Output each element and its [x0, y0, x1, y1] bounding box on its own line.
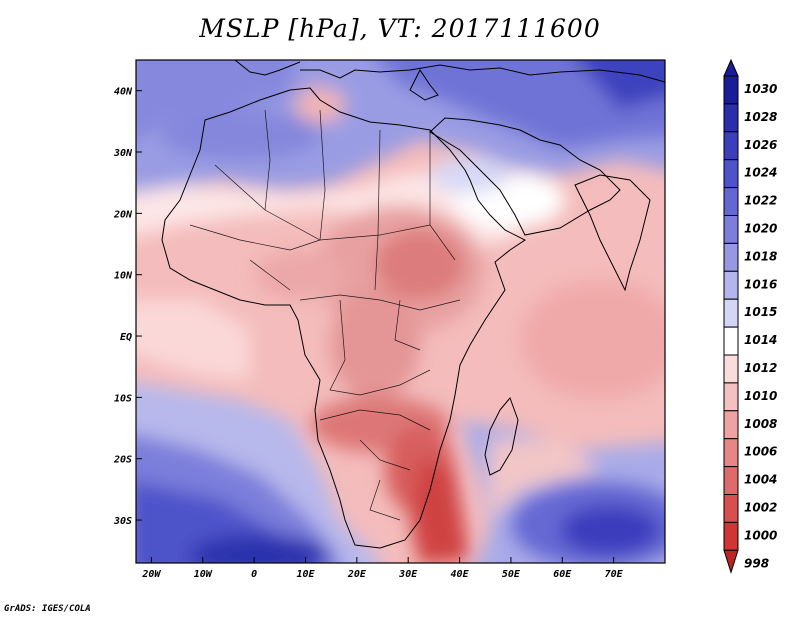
- colorbar-swatch: [723, 242, 739, 272]
- colorbar-label: 1018: [744, 249, 777, 263]
- colorbar-swatch: [723, 75, 739, 105]
- y-tick-label: 10N: [114, 271, 133, 282]
- colorbar-top-arrow: [723, 58, 739, 77]
- colorbar-swatch: [723, 326, 739, 356]
- colorbar-label: 1028: [744, 110, 777, 124]
- colorbar-swatch: [723, 103, 739, 133]
- colorbar-swatch: [723, 298, 739, 328]
- map-frame: [135, 59, 666, 564]
- y-tick-label: 30N: [113, 148, 133, 159]
- borders: [189, 109, 461, 521]
- colorbar-label: 1006: [744, 445, 777, 459]
- colorbar-swatch: [723, 215, 739, 244]
- x-tick-label: 30E: [398, 569, 418, 580]
- x-axis: 20W 10W 0 10E 20E 30E 40E 50E 60E 70E: [141, 557, 624, 580]
- colorbar-swatch: [723, 131, 739, 161]
- x-tick-label: 20E: [347, 569, 367, 580]
- colorbar-label: 998: [744, 556, 769, 570]
- colorbar-label: 1022: [744, 194, 777, 208]
- colorbar-label: 1026: [744, 138, 777, 152]
- colorbar-swatch: [723, 521, 739, 551]
- colorbar-label: 1014: [744, 333, 777, 347]
- colorbar-swatch: [723, 466, 739, 496]
- y-axis: 40N 30N 20N 10N EQ 10S 20S 30S: [113, 87, 142, 527]
- pressure-field: [136, 60, 665, 563]
- x-tick-label: 10W: [194, 569, 213, 580]
- colorbar: 1030 1028 1026 1024 1022 1020 1018 1016 1015 1014…: [723, 58, 777, 574]
- map-title: MSLP [hPa], VT: 2017111600: [199, 14, 601, 43]
- colorbar-swatch: [723, 438, 739, 468]
- x-tick-label: 70E: [605, 569, 624, 580]
- grads-credit: GrADS: IGES/COLA: [4, 604, 91, 614]
- y-tick-label: 10S: [114, 393, 132, 404]
- colorbar-label: 1004: [744, 473, 777, 487]
- colorbar-swatch: [723, 354, 739, 384]
- colorbar-label: 1012: [744, 361, 777, 375]
- coastlines: [161, 60, 665, 549]
- colorbar-label: 1030: [744, 82, 777, 96]
- colorbar-label: 1024: [744, 166, 777, 180]
- x-tick-label: 40E: [451, 569, 470, 580]
- colorbar-label: 1020: [744, 222, 777, 236]
- y-tick-label: 30S: [113, 516, 132, 527]
- colorbar-label: 1002: [744, 501, 777, 515]
- x-tick-label: 0: [251, 569, 257, 580]
- colorbar-swatch: [723, 159, 739, 189]
- y-tick-label: 20N: [113, 209, 133, 220]
- y-tick-label: EQ: [120, 332, 132, 343]
- colorbar-label: 1000: [744, 528, 777, 542]
- x-tick-label: 10E: [296, 569, 315, 580]
- x-tick-label: 60E: [553, 569, 572, 580]
- colorbar-label: 1008: [744, 417, 777, 431]
- colorbar-swatch: [723, 410, 739, 440]
- x-tick-label: 50E: [502, 569, 521, 580]
- colorbar-swatch: [723, 382, 739, 412]
- colorbar-label: 1016: [744, 277, 777, 291]
- colorbar-swatch: [723, 270, 739, 300]
- colorbar-label: 1010: [744, 389, 777, 403]
- colorbar-label: 1015: [744, 305, 777, 319]
- colorbar-swatch: [723, 494, 739, 523]
- y-tick-label: 40N: [114, 87, 133, 98]
- colorbar-swatch: [723, 187, 739, 217]
- x-tick-label: 20W: [141, 569, 161, 580]
- colorbar-bottom-arrow: [723, 549, 739, 574]
- y-tick-label: 20S: [113, 455, 132, 466]
